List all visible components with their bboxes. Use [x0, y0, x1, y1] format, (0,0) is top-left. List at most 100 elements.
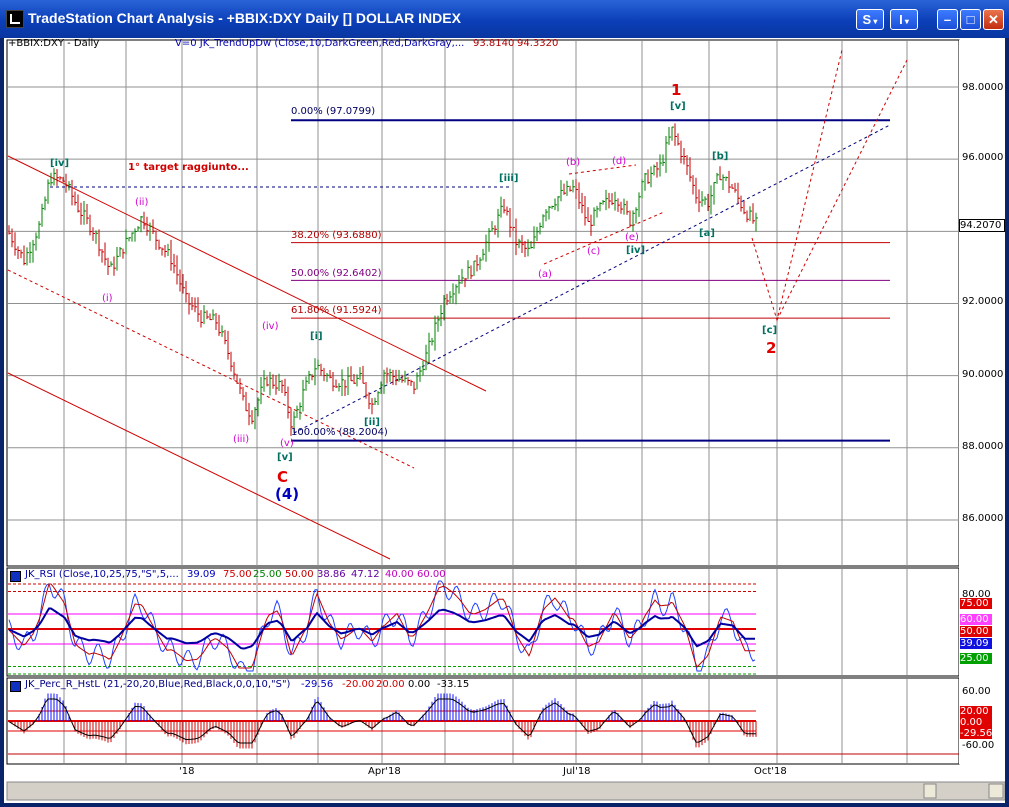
price-bar	[131, 232, 134, 242]
price-bar	[338, 383, 341, 392]
price-bar	[413, 381, 416, 395]
price-bar	[599, 202, 602, 212]
rsi-axis-60: 60.00	[960, 614, 992, 625]
price-bar	[563, 183, 566, 195]
price-bar	[305, 376, 308, 391]
price-bar	[113, 256, 116, 276]
price-bar	[239, 378, 242, 395]
price-bar	[20, 249, 23, 259]
rsi-val-6: 47.12	[351, 569, 380, 580]
rsi-pane[interactable]	[6, 567, 960, 677]
price-bar	[200, 310, 203, 328]
wave-v-green-2: [v]	[670, 101, 686, 112]
price-bar	[140, 215, 143, 233]
wave-iii-green: [iii]	[499, 173, 519, 184]
price-bar	[53, 168, 56, 186]
price-bar	[740, 195, 743, 212]
price-bar	[212, 309, 215, 321]
minimize-button[interactable]: –	[937, 9, 958, 30]
price-bar	[218, 314, 221, 336]
price-tick-86: 86.0000	[962, 513, 1004, 524]
wave-iv-green-2: [iv]	[626, 245, 646, 256]
price-bar	[611, 193, 614, 206]
rsi-val-3: 25.00	[253, 569, 282, 580]
price-bar	[419, 366, 422, 382]
price-bar	[227, 330, 230, 360]
price-bar	[350, 366, 353, 382]
close-button[interactable]: ✕	[983, 9, 1004, 30]
scroll-thumb[interactable]	[923, 783, 937, 799]
price-bar	[731, 184, 734, 189]
triangle-lower	[543, 211, 665, 265]
price-bar	[155, 230, 158, 250]
price-bar	[653, 164, 656, 176]
perc-axis-60: 60.00	[962, 686, 991, 697]
maximize-button[interactable]: □	[960, 9, 981, 30]
price-bar	[80, 202, 83, 225]
channel-lower	[7, 372, 391, 560]
price-bar	[86, 204, 89, 225]
chart-window: +BBIX:DXY - Daily V=0 JK_TrendUpDw (Clos…	[4, 38, 1005, 803]
price-bar	[449, 291, 452, 304]
price-bar	[119, 246, 122, 257]
price-bar	[98, 229, 101, 257]
price-bar	[335, 379, 338, 388]
price-bar	[416, 372, 419, 390]
price-bar	[620, 201, 623, 214]
price-bar	[707, 193, 710, 212]
price-bar	[35, 232, 38, 251]
i-menu-button[interactable]: I ▾	[890, 9, 918, 30]
price-bar	[425, 344, 428, 371]
price-bar	[323, 367, 326, 382]
perc-val-1: -29.56	[301, 679, 334, 690]
price-bar	[689, 157, 692, 182]
price-bar	[422, 360, 425, 376]
rsi-axis-25: 25.00	[960, 653, 992, 664]
price-bar	[107, 257, 110, 276]
price-bar	[8, 225, 11, 235]
price-bar	[602, 200, 605, 205]
perc-study-icon[interactable]	[10, 681, 21, 692]
price-bar	[17, 246, 20, 259]
price-bar	[347, 366, 350, 395]
price-bar	[662, 154, 665, 167]
price-bar	[407, 377, 410, 386]
wave-v: (v)	[280, 438, 294, 449]
price-bar	[638, 192, 641, 217]
wave-v-green: [v]	[277, 452, 293, 463]
perc-axis-neg60: -60.00	[962, 740, 995, 751]
price-bar	[209, 313, 212, 321]
x-tick-18: '18	[179, 766, 195, 777]
price-bar	[524, 241, 527, 258]
price-tick-90: 90.0000	[962, 369, 1004, 380]
title-bar: TradeStation Chart Analysis - +BBIX:DXY …	[0, 0, 1009, 38]
scrollbar[interactable]	[6, 781, 1005, 801]
rsi-lines	[8, 580, 756, 675]
price-bar	[482, 248, 485, 261]
price-bar	[116, 246, 119, 271]
s-menu-button[interactable]: S ▾	[856, 9, 884, 30]
price-bar	[668, 127, 671, 145]
rsi-val-5: 38.86	[317, 569, 346, 580]
price-bar	[671, 126, 674, 141]
price-bar	[521, 235, 524, 254]
price-bar	[752, 203, 755, 224]
price-bar	[245, 391, 248, 412]
fib-levels	[291, 119, 890, 442]
price-bar	[332, 371, 335, 392]
price-bar	[29, 242, 32, 264]
price-bar	[500, 196, 503, 218]
price-bar	[404, 370, 407, 383]
price-bar	[146, 216, 149, 236]
price-bar	[581, 192, 584, 214]
price-bar	[551, 205, 554, 209]
wave-C: C	[277, 468, 289, 486]
price-bar	[428, 332, 431, 364]
rsi-study-icon[interactable]	[10, 571, 21, 582]
price-bar	[188, 292, 191, 315]
perc-label: JK_Perc_R_HstL (21,-20,20,Blue,Red,Black…	[25, 679, 291, 690]
app-icon[interactable]	[6, 10, 24, 28]
price-bar	[695, 177, 698, 204]
perc-val-4: 0.00	[408, 679, 431, 690]
scroll-right-arrow[interactable]	[988, 783, 1004, 799]
